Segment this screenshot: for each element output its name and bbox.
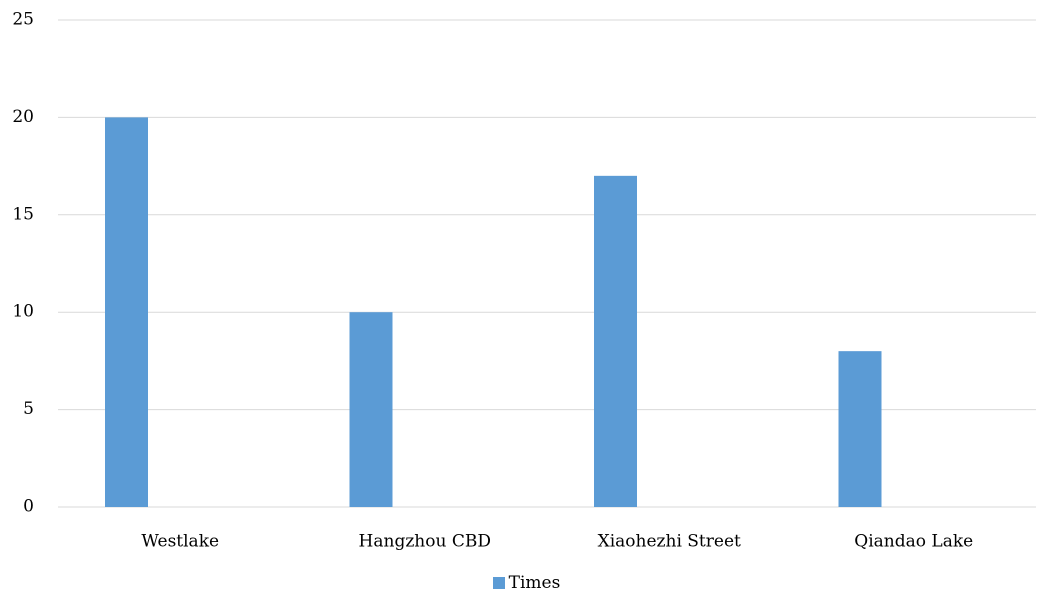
bar <box>839 351 882 507</box>
legend-swatch <box>493 577 505 589</box>
y-tick-label: 25 <box>12 10 34 30</box>
x-tick-label: Qiandao Lake <box>854 532 973 552</box>
legend: Times <box>0 573 1053 593</box>
legend-label: Times <box>509 573 561 593</box>
x-tick-label: Xiaohezhi Street <box>598 532 741 552</box>
y-axis-tick-labels: 0 5 10 15 20 25 <box>12 10 34 517</box>
y-tick-label: 0 <box>23 497 34 517</box>
bar <box>594 176 637 507</box>
x-tick-label: Westlake <box>141 532 219 552</box>
y-tick-label: 15 <box>12 204 34 224</box>
bar <box>105 117 148 507</box>
y-tick-label: 5 <box>23 399 34 419</box>
y-tick-label: 10 <box>12 302 34 322</box>
bar <box>350 312 393 507</box>
x-tick-label: Hangzhou CBD <box>359 532 491 552</box>
x-axis-tick-labels: Westlake Hangzhou CBD Xiaohezhi Street Qian… <box>141 532 973 552</box>
y-tick-label: 20 <box>12 107 34 127</box>
gridlines <box>58 20 1036 507</box>
